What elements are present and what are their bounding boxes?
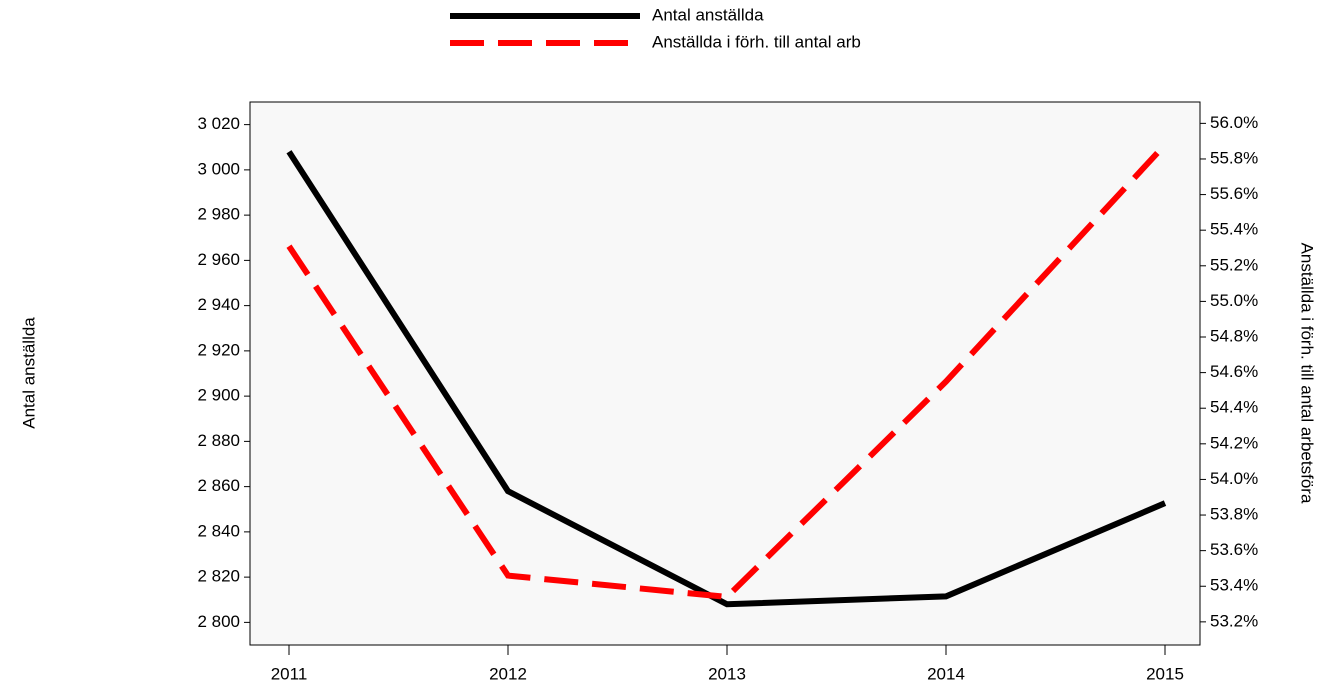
plot-area [249, 101, 1201, 646]
legend-label: Antal anställda [652, 5, 764, 24]
y2-tick-label: 54.0% [1210, 469, 1258, 488]
y2-tick-label: 54.2% [1210, 433, 1258, 452]
y-tick-label: 2 940 [197, 295, 240, 314]
y2-tick-label: 53.4% [1210, 576, 1258, 595]
y-tick-label: 2 920 [197, 340, 240, 359]
y2-tick-label: 55.8% [1210, 148, 1258, 167]
y-tick-label: 2 960 [197, 250, 240, 269]
x-tick-label: 2011 [271, 664, 308, 683]
y2-tick-label: 56.0% [1210, 113, 1258, 132]
y-tick-label: 2 900 [197, 386, 240, 405]
y-tick-label: 3 020 [197, 114, 240, 133]
series-line [286, 142, 1168, 601]
legend-label: Anställda i förh. till antal arb [652, 32, 861, 51]
y-tick-label: 2 820 [197, 567, 240, 586]
series-line [286, 150, 1167, 608]
y2-tick-label: 55.0% [1210, 291, 1258, 310]
y-tick-label: 2 860 [197, 476, 240, 495]
y-tick-label: 2 840 [197, 521, 240, 540]
y2-tick-label: 54.6% [1210, 362, 1258, 381]
y-tick-label: 2 980 [197, 205, 240, 224]
y-tick-label: 2 800 [197, 612, 240, 631]
y2-tick-label: 54.8% [1210, 326, 1258, 345]
y2-tick-label: 55.6% [1210, 184, 1258, 203]
y2-tick-label: 54.4% [1210, 398, 1258, 417]
y-axis-label: Antal anställda [19, 317, 38, 429]
y2-tick-label: 55.2% [1210, 255, 1258, 274]
x-tick-label: 2013 [708, 664, 746, 683]
y2-tick-label: 53.6% [1210, 540, 1258, 559]
x-tick-label: 2015 [1146, 664, 1184, 683]
y-tick-label: 3 000 [197, 159, 240, 178]
y2-tick-label: 55.4% [1210, 220, 1258, 239]
y2-tick-label: 53.2% [1210, 611, 1258, 630]
x-tick-label: 2012 [489, 664, 527, 683]
y2-tick-label: 53.8% [1210, 505, 1258, 524]
y2-axis-label: Anställda i förh. till antal arbetsföra [1298, 243, 1317, 504]
y-tick-label: 2 880 [197, 431, 240, 450]
x-tick-label: 2014 [927, 664, 965, 683]
